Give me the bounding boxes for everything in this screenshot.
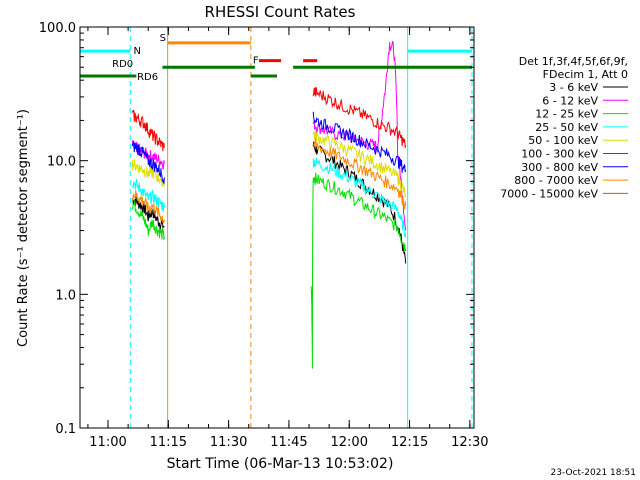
- annotation-label-s: S: [160, 33, 166, 44]
- x-tick-label-6: 12:30: [451, 435, 488, 450]
- annotation-label-n: N: [133, 46, 140, 57]
- x-tick-label-1: 11:15: [150, 435, 187, 450]
- x-tick-label-5: 12:15: [391, 435, 428, 450]
- plot-frame: [79, 26, 475, 429]
- y-axis-label: Count Rate (s⁻¹ detector segment⁻¹): [16, 109, 31, 347]
- legend-header-line-1: FDecim 1, Att 0: [543, 68, 628, 81]
- series-line-2-0: [131, 200, 165, 240]
- x-tick-label-0: 11:00: [89, 435, 126, 450]
- legend-header-line-0: Det 1f,3f,4f,5f,6f,9f,: [519, 55, 628, 68]
- y-tick-label-1: 1.0: [55, 288, 76, 303]
- legend-label-6: 300 - 800 keV: [521, 161, 598, 174]
- chart-title: RHESSI Count Rates: [205, 3, 356, 21]
- x-tick-label-4: 12:00: [331, 435, 368, 450]
- x-axis-label: Start Time (06-Mar-13 10:53:02): [167, 456, 394, 472]
- axes: 0.1 1.0 10.0 100.0 11:00 11:15 11:30 11:45 12:00…: [39, 21, 489, 450]
- x-tick-label-2: 11:30: [210, 435, 247, 450]
- series-line-7-0: [131, 190, 165, 224]
- annotation-label-f: F: [253, 56, 259, 67]
- series-line-7-1: [312, 136, 407, 210]
- series-line-5-0: [131, 109, 165, 152]
- series-line-4-1: [312, 130, 407, 198]
- legend-label-8: 7000 - 15000 keV: [500, 187, 598, 200]
- legend: Det 1f,3f,4f,5f,6f,9f,FDecim 1, Att 03 -…: [500, 55, 628, 200]
- y-tick-label-0: 0.1: [55, 422, 76, 437]
- series-line-1-1: [312, 40, 407, 231]
- legend-label-0: 3 - 6 keV: [549, 81, 598, 94]
- series-line-4-0: [131, 159, 165, 187]
- series-line-5-1: [312, 87, 407, 148]
- series-line-3-1: [312, 157, 407, 238]
- series-line-2-1: [310, 172, 407, 369]
- legend-label-4: 50 - 100 keV: [528, 134, 598, 147]
- annotation-label-rd6: RD6: [137, 72, 158, 83]
- legend-label-5: 100 - 300 keV: [521, 148, 598, 161]
- timestamp: 23-Oct-2021 18:51: [551, 468, 636, 478]
- series-line-6-0: [131, 141, 165, 185]
- annotation-label-rd0: RD0: [112, 59, 133, 70]
- legend-label-1: 6 - 12 keV: [542, 94, 598, 107]
- series-lines: [131, 40, 407, 369]
- x-tick-label-3: 11:45: [270, 435, 307, 450]
- legend-label-3: 25 - 50 keV: [535, 121, 598, 134]
- legend-label-2: 12 - 25 keV: [535, 108, 598, 121]
- y-tick-label-3: 100.0: [39, 21, 76, 36]
- annotation-bars: N S F RD0 RD6: [80, 33, 472, 83]
- series-line-3-0: [131, 177, 165, 213]
- series-line-6-1: [312, 111, 407, 173]
- y-tick-label-2: 10.0: [47, 155, 76, 170]
- legend-label-7: 800 - 7000 keV: [514, 174, 598, 187]
